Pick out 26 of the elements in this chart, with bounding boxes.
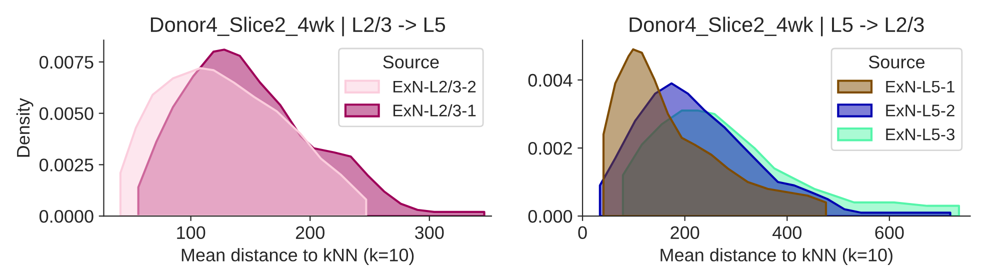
x-axis-title: Mean distance to kNN (k=10) xyxy=(660,248,892,265)
y-tick-label: 0.0025 xyxy=(40,158,94,172)
y-tick-label: 0.0000 xyxy=(40,210,94,223)
y-tick-label: 0.000 xyxy=(528,210,572,223)
x-tick-label: 100 xyxy=(177,226,206,240)
x-tick-label: 200 xyxy=(670,226,700,240)
x-axis-title: Mean distance to kNN (k=10) xyxy=(182,248,414,265)
legend-label: ExN-L5-2 xyxy=(886,104,954,116)
x-tick-label: 600 xyxy=(875,226,904,240)
x-tick-label: 400 xyxy=(772,226,802,240)
x-tick-label: 300 xyxy=(415,226,444,240)
x-tick-label: 0 xyxy=(578,226,587,240)
legend-label: ExN-L5-3 xyxy=(886,128,954,140)
y-axis-title: Density xyxy=(16,98,34,157)
legend-label: ExN-L2/3-1 xyxy=(394,104,476,116)
chart-title: Donor4_Slice2_4wk | L2/3 -> L5 xyxy=(150,16,446,36)
y-tick-label: 0.0075 xyxy=(40,56,94,69)
y-tick-label: 0.004 xyxy=(528,74,572,87)
y-tick-label: 0.0050 xyxy=(40,107,94,120)
chart-title: Donor4_Slice2_4wk | L5 -> L2/3 xyxy=(630,16,924,36)
legend-title: Source xyxy=(383,56,439,68)
y-tick-label: 0.002 xyxy=(528,142,572,155)
legend-title: Source xyxy=(868,56,924,68)
legend-label: ExN-L5-1 xyxy=(886,80,954,93)
x-tick-label: 200 xyxy=(296,226,324,240)
legend-label: ExN-L2/3-2 xyxy=(394,80,476,93)
